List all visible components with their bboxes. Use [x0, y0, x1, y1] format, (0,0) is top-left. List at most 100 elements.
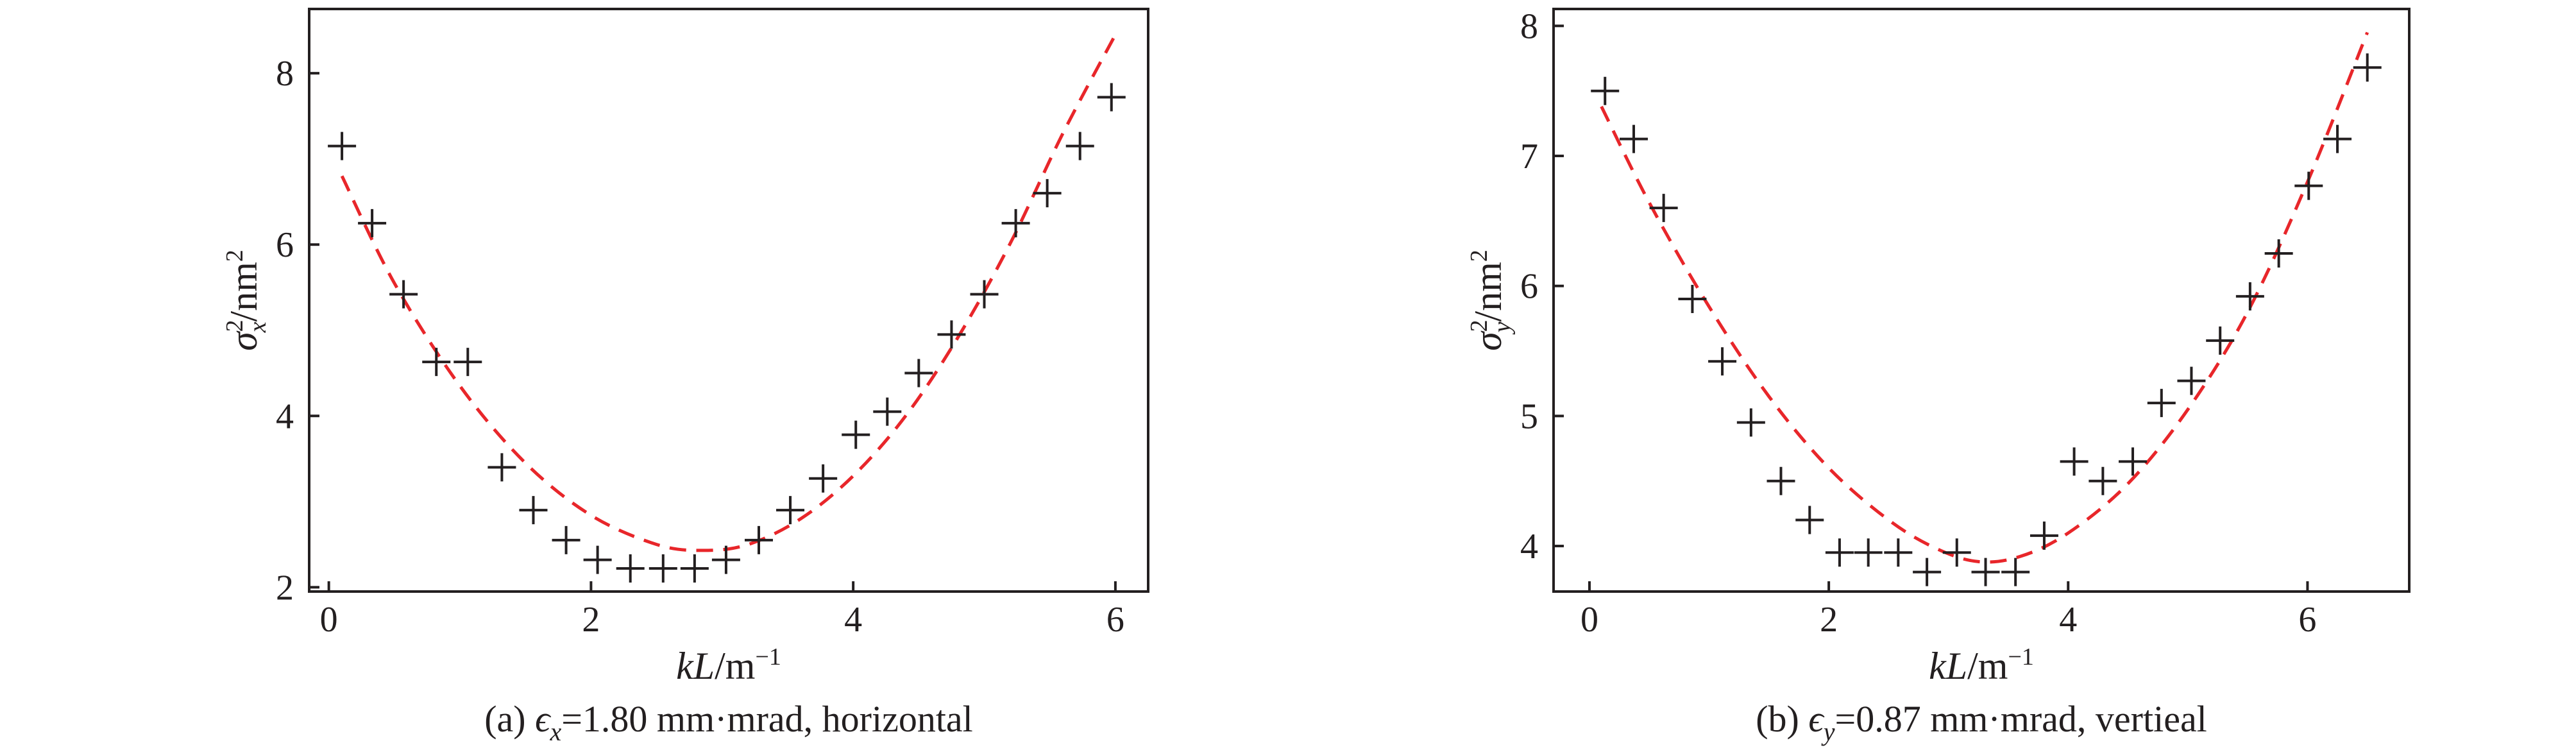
data-point-a [1033, 179, 1062, 208]
data-point-b [2264, 239, 2293, 268]
y-label-unit-sup-a: 2 [221, 250, 248, 262]
data-point-b [2119, 447, 2148, 476]
x-tick-label-a: 6 [1106, 600, 1124, 640]
data-point-a [487, 453, 516, 482]
data-point-a [842, 420, 870, 449]
y-tick-label-b: 7 [1520, 137, 1538, 176]
data-point-a [809, 464, 838, 493]
data-point-a [422, 348, 451, 377]
caption-sub-b: y [1821, 717, 1835, 746]
data-point-b [1942, 538, 1971, 567]
data-point-a [552, 525, 580, 554]
data-point-b [2029, 521, 2058, 550]
data-point-a [680, 554, 709, 583]
x-tick-label-a: 0 [320, 600, 338, 640]
data-point-b [1736, 408, 1765, 437]
data-point-a [937, 320, 966, 349]
data-markers-a [328, 83, 1126, 583]
y-axis-label-a: σ2x/nm2 [221, 250, 271, 351]
axis-ticks-b [1554, 24, 2309, 592]
data-point-a [1097, 83, 1126, 112]
y-tick-label-a: 4 [276, 396, 294, 436]
data-point-b [2001, 558, 2030, 586]
data-point-a [616, 554, 645, 583]
tick-labels-b: 0 2 4 6 4 5 6 7 8 [1520, 6, 2316, 640]
data-point-b [1825, 538, 1854, 567]
data-point-a [583, 545, 612, 574]
caption-prefix-b: (b) [1756, 698, 1808, 740]
caption-b: (b) ϵy=0.87 mm·mrad, vertieal [1756, 698, 2207, 746]
caption-sub-a: x [549, 717, 561, 746]
data-point-a [745, 525, 774, 554]
data-point-b [2323, 124, 2352, 153]
caption-rest-b: =0.87 mm·mrad, vertieal [1835, 698, 2207, 740]
data-point-b [2353, 53, 2382, 82]
data-point-a [519, 496, 548, 525]
caption-prefix-a: (a) [484, 698, 535, 740]
x-label-exp-a: −1 [755, 643, 781, 670]
x-label-exp-b: −1 [2008, 643, 2033, 670]
axis-ticks-a [309, 72, 1117, 592]
data-point-a [648, 554, 677, 583]
x-label-var-b: kL [1929, 645, 1967, 687]
data-point-b [2147, 389, 2176, 418]
y-label-unit-sup-b: 2 [1466, 250, 1493, 262]
y-label-sup-a: 2 [221, 320, 248, 332]
x-axis-label-b: kL/m−1 [1929, 643, 2034, 687]
data-point-a [776, 496, 805, 525]
x-tick-label-a: 2 [582, 600, 600, 640]
y-label-sigma-a: σ [223, 330, 265, 351]
data-point-b [1795, 506, 1824, 534]
y-label-sigma-b: σ [1467, 330, 1509, 351]
data-point-b [2060, 447, 2089, 476]
caption-a: (a) ϵx=1.80 mm·mrad, horizontal [484, 698, 973, 746]
data-point-b [1767, 466, 1795, 495]
data-point-a [328, 132, 357, 160]
y-tick-label-b: 5 [1520, 396, 1538, 436]
data-point-a [358, 209, 387, 237]
x-label-unit-a: /m [715, 645, 755, 687]
data-point-b [1854, 538, 1883, 567]
data-point-b [2089, 466, 2117, 495]
y-tick-label-a: 6 [276, 225, 294, 265]
y-tick-label-b: 8 [1520, 6, 1538, 46]
data-point-a [970, 280, 999, 309]
data-point-b [2206, 326, 2235, 355]
caption-rest-a: =1.80 mm·mrad, horizontal [561, 698, 973, 740]
data-point-b [2294, 171, 2323, 200]
y-tick-label-a: 8 [276, 54, 294, 94]
x-label-var-a: kL [676, 645, 715, 687]
data-point-a [1065, 132, 1094, 160]
caption-eps-b: ϵ [1808, 698, 1825, 740]
x-tick-label-b: 0 [1580, 600, 1598, 640]
data-point-b [1971, 558, 2000, 586]
data-markers-b [1591, 53, 2382, 586]
plot-frame-b [1552, 8, 2411, 593]
data-point-b [1708, 347, 1737, 376]
data-point-a [711, 545, 740, 574]
x-tick-label-b: 4 [2059, 600, 2077, 640]
data-point-a [904, 359, 933, 388]
data-point-b [1591, 76, 1620, 105]
fit-curve-a [340, 33, 1117, 552]
data-point-b [1884, 538, 1913, 567]
x-tick-label-b: 2 [1820, 600, 1838, 640]
data-point-b [1649, 194, 1678, 223]
caption-eps-a: ϵ [535, 698, 552, 740]
y-label-sup-b: 2 [1466, 320, 1493, 332]
x-axis-label-a: kL/m−1 [676, 643, 781, 687]
data-point-b [1620, 124, 1648, 153]
data-point-a [1001, 209, 1030, 237]
y-label-sub-b: y [1489, 321, 1516, 335]
y-label-sub-a: x [244, 321, 271, 333]
y-axis-label-b: σ2y/nm2 [1466, 250, 1516, 351]
y-label-unit-b: /nm [1467, 262, 1509, 321]
x-tick-label-b: 6 [2298, 600, 2316, 640]
x-label-unit-b: /m [1967, 645, 2008, 687]
data-point-b [1678, 284, 1707, 313]
data-point-a [389, 280, 418, 309]
data-point-a [873, 397, 902, 426]
